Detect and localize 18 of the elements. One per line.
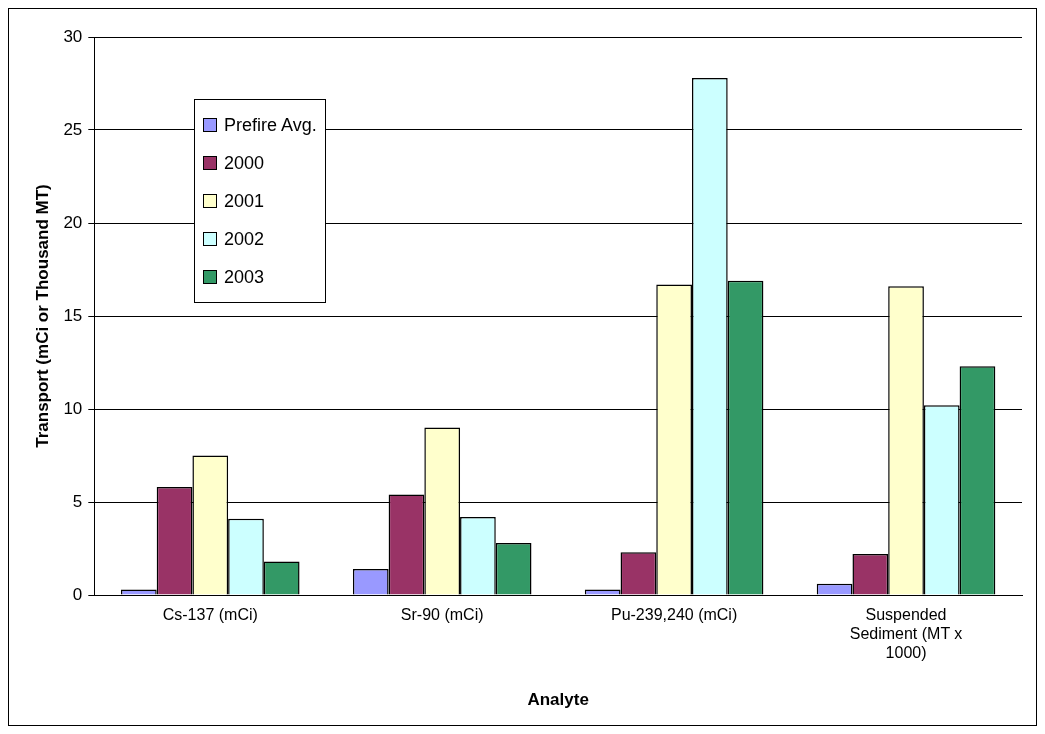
legend-label: 2002: [224, 228, 265, 250]
y-tick-label: 15: [63, 305, 83, 325]
legend-label: 2001: [224, 190, 265, 212]
y-tick-label: 20: [63, 212, 83, 232]
x-tick-label: Pu-239,240 (mCi): [610, 606, 738, 624]
x-tick-label: Suspended Sediment (MT x 1000): [849, 606, 963, 662]
y-tick-label: 0: [72, 584, 83, 604]
legend-label: 2003: [224, 266, 265, 288]
y-tick-label: 5: [72, 491, 83, 511]
x-tick-label: Sr-90 (mCi): [400, 606, 484, 624]
y-tick-label: 10: [63, 398, 83, 418]
y-tick-label: 30: [63, 26, 83, 46]
legend-label: Prefire Avg.: [224, 114, 317, 136]
x-axis-title: Analyte: [527, 690, 589, 710]
y-axis-title: Transport (mCi or Thousand MT): [32, 184, 52, 448]
x-tick-label: Cs-137 (mCi): [162, 606, 258, 624]
legend-label: 2000: [224, 152, 265, 174]
y-tick-label: 25: [63, 119, 83, 139]
